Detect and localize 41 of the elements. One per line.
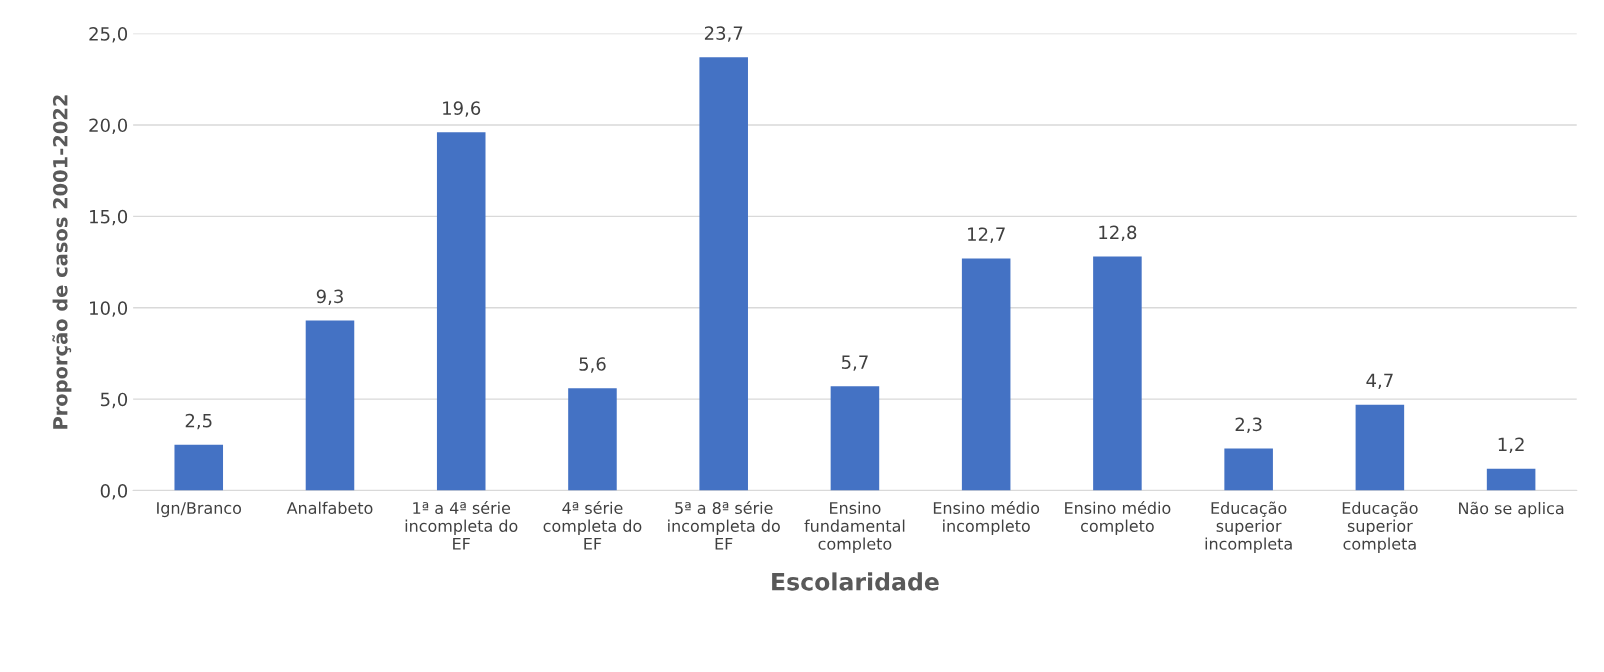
- bar: [568, 388, 617, 491]
- x-tick-label: Educação superior incompleta: [1205, 501, 1292, 553]
- data-label: 23,7: [704, 26, 743, 42]
- data-label: 1,2: [1498, 437, 1524, 454]
- x-tick-label: Não se aplica: [1459, 501, 1564, 518]
- y-tick-label: 5,0: [100, 392, 128, 409]
- x-tick-label: Ign/Branco: [157, 502, 242, 518]
- data-label: 2,3: [1235, 417, 1262, 433]
- y-tick-label: 15,0: [90, 209, 128, 226]
- y-axis-title: Proporção de casos 2001-2022: [52, 95, 72, 429]
- data-label: 12,7: [968, 227, 1005, 243]
- bar: [961, 258, 1011, 491]
- y-tick-label: 25,0: [89, 27, 128, 43]
- x-axis-title: Escolaridade: [772, 572, 939, 591]
- x-tick-label: Ensino fundamental completo: [804, 501, 905, 553]
- bar: [1093, 256, 1142, 491]
- data-label: 5,6: [579, 357, 606, 373]
- x-tick-label: 1ª a 4ª série incompleta do EF: [405, 501, 518, 550]
- data-label: 19,6: [443, 101, 481, 117]
- x-tick-label: Analfabeto: [286, 501, 373, 515]
- data-label: 2,5: [185, 413, 212, 430]
- y-tick-label: 0,0: [100, 484, 128, 500]
- bar: [1355, 404, 1405, 491]
- bar: [699, 57, 748, 491]
- bar: [305, 320, 355, 491]
- data-label: 5,7: [841, 355, 868, 371]
- x-tick-label: Ensino médio incompleto: [933, 501, 1040, 536]
- y-tick-label: 10,0: [90, 301, 128, 317]
- data-label: 4,7: [1366, 373, 1393, 390]
- bar: [1224, 448, 1273, 491]
- x-tick-label: 4ª série completa do EF: [543, 501, 642, 550]
- x-tick-label: Ensino médio completo: [1065, 501, 1171, 536]
- bar: [174, 444, 224, 491]
- x-tick-label: 5ª a 8ª série incompleta do EF: [668, 501, 780, 550]
- x-tick-label: Educação superior completa: [1342, 501, 1418, 553]
- y-tick-label: 20,0: [89, 118, 128, 134]
- bar: [436, 132, 486, 491]
- bar: [830, 386, 880, 491]
- bar: [1486, 468, 1536, 491]
- data-label: 9,3: [316, 289, 343, 306]
- data-label: 12,8: [1099, 225, 1137, 242]
